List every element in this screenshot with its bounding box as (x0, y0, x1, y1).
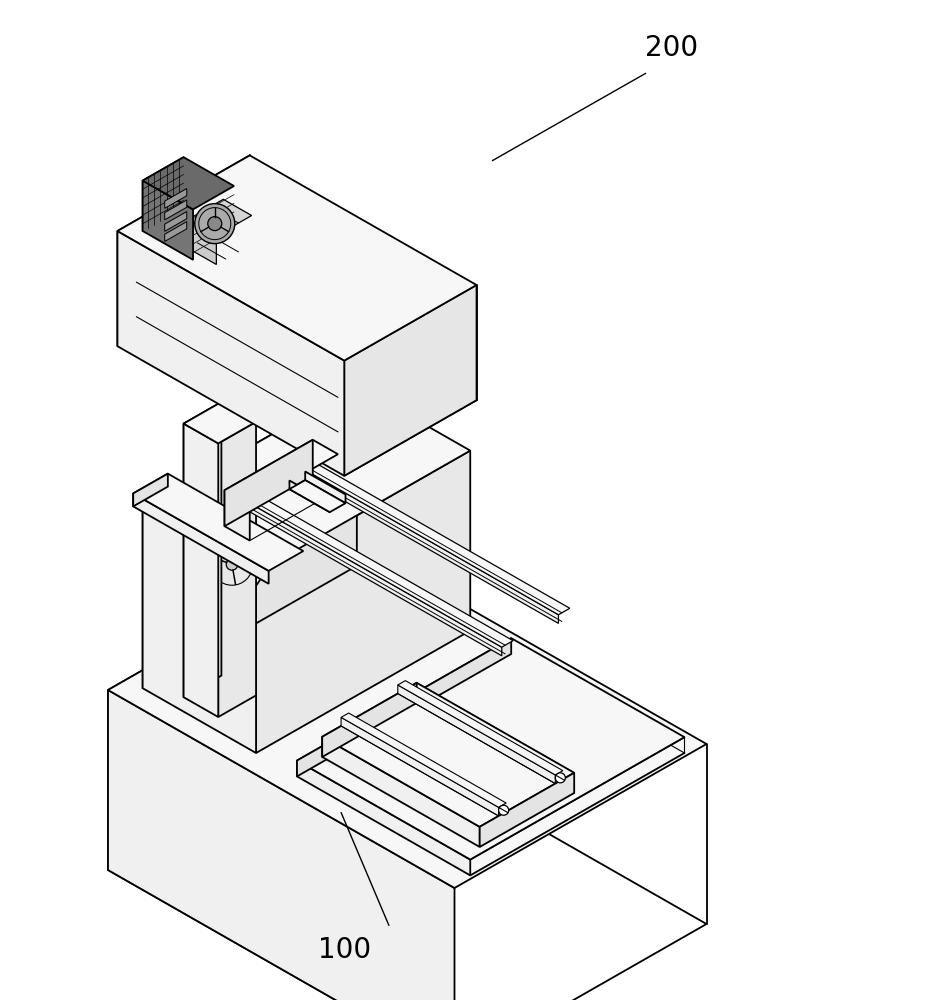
Polygon shape (294, 457, 569, 615)
Polygon shape (165, 189, 187, 208)
Polygon shape (143, 157, 183, 231)
Polygon shape (143, 386, 357, 688)
Polygon shape (237, 489, 513, 647)
Polygon shape (118, 155, 250, 346)
Circle shape (498, 805, 508, 815)
Polygon shape (297, 761, 470, 875)
Polygon shape (118, 155, 477, 361)
Text: 200: 200 (645, 34, 698, 62)
Polygon shape (143, 181, 193, 260)
Polygon shape (219, 422, 257, 717)
Polygon shape (133, 474, 168, 506)
Polygon shape (143, 508, 257, 753)
Polygon shape (398, 681, 563, 775)
Polygon shape (344, 285, 477, 476)
Polygon shape (322, 683, 574, 827)
Polygon shape (322, 737, 480, 847)
Polygon shape (224, 490, 250, 541)
Polygon shape (183, 402, 257, 443)
Polygon shape (417, 683, 574, 793)
Polygon shape (165, 200, 187, 220)
Polygon shape (237, 496, 502, 656)
Polygon shape (165, 212, 187, 231)
Polygon shape (290, 480, 345, 512)
Polygon shape (306, 471, 345, 503)
Polygon shape (183, 402, 221, 697)
Polygon shape (108, 690, 455, 1000)
Polygon shape (108, 546, 707, 888)
Polygon shape (188, 199, 252, 236)
Polygon shape (133, 474, 304, 571)
Circle shape (207, 217, 222, 231)
Polygon shape (341, 717, 498, 816)
Polygon shape (143, 157, 234, 209)
Circle shape (200, 532, 264, 596)
Polygon shape (118, 231, 344, 476)
Polygon shape (322, 683, 417, 757)
Polygon shape (224, 440, 338, 505)
Polygon shape (183, 424, 219, 717)
Polygon shape (398, 685, 556, 784)
Polygon shape (341, 713, 507, 807)
Circle shape (194, 204, 235, 244)
Polygon shape (294, 464, 558, 623)
Polygon shape (224, 440, 313, 526)
Circle shape (226, 559, 238, 570)
Polygon shape (480, 773, 574, 847)
Polygon shape (290, 480, 330, 512)
Polygon shape (108, 546, 360, 870)
Circle shape (556, 773, 566, 783)
Polygon shape (297, 638, 511, 776)
Text: 100: 100 (319, 936, 371, 964)
Polygon shape (297, 638, 684, 860)
Polygon shape (257, 451, 470, 753)
Polygon shape (165, 222, 187, 241)
Polygon shape (133, 493, 269, 584)
Polygon shape (188, 219, 217, 264)
Polygon shape (143, 386, 470, 573)
